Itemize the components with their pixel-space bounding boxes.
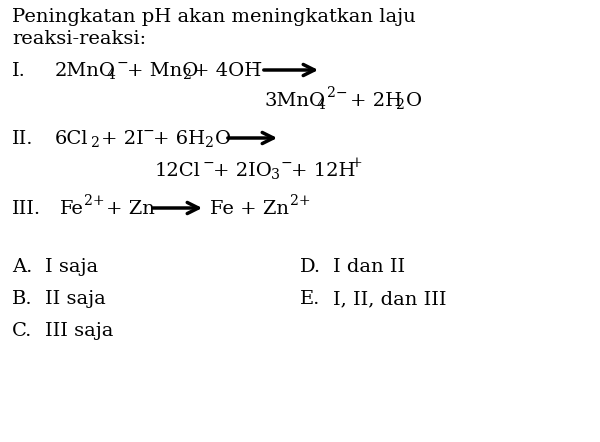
Text: 2+: 2+: [290, 194, 311, 208]
Text: III saja: III saja: [45, 322, 113, 340]
Text: Fe: Fe: [60, 200, 84, 218]
Text: + 2IO: + 2IO: [213, 162, 272, 180]
Text: + 6H: + 6H: [153, 130, 205, 148]
Text: 2: 2: [183, 68, 192, 82]
Text: + 4OH: + 4OH: [193, 62, 261, 80]
Text: −: −: [143, 124, 155, 138]
Text: reaksi-reaksi:: reaksi-reaksi:: [12, 30, 146, 48]
Text: −: −: [117, 56, 129, 70]
Text: 2: 2: [396, 98, 405, 112]
Text: II.: II.: [12, 130, 34, 148]
Text: III.: III.: [12, 200, 41, 218]
Text: Fe + Zn: Fe + Zn: [210, 200, 289, 218]
Text: I, II, dan III: I, II, dan III: [333, 290, 446, 308]
Text: I saja: I saja: [45, 258, 98, 276]
Text: 2MnO: 2MnO: [55, 62, 116, 80]
Text: E.: E.: [300, 290, 320, 308]
Text: 3MnO: 3MnO: [265, 92, 326, 110]
Text: + MnO: + MnO: [127, 62, 199, 80]
Text: 12Cl: 12Cl: [155, 162, 201, 180]
Text: −: −: [251, 56, 263, 70]
Text: Peningkatan pH akan meningkatkan laju: Peningkatan pH akan meningkatkan laju: [12, 8, 416, 26]
Text: 2: 2: [205, 136, 214, 150]
Text: D.: D.: [300, 258, 321, 276]
Text: I dan II: I dan II: [333, 258, 405, 276]
Text: 4: 4: [317, 98, 326, 112]
Text: A.: A.: [12, 258, 32, 276]
Text: 3: 3: [271, 168, 280, 182]
Text: 2−: 2−: [327, 86, 347, 100]
Text: I.: I.: [12, 62, 26, 80]
Text: C.: C.: [12, 322, 32, 340]
Text: −: −: [281, 156, 293, 170]
Text: −: −: [203, 156, 215, 170]
Text: II saja: II saja: [45, 290, 106, 308]
Text: +: +: [351, 156, 363, 170]
Text: + 2H: + 2H: [350, 92, 402, 110]
Text: B.: B.: [12, 290, 32, 308]
Text: 2+: 2+: [84, 194, 104, 208]
Text: + Zn: + Zn: [106, 200, 155, 218]
Text: + 2I: + 2I: [101, 130, 144, 148]
Text: 4: 4: [107, 68, 116, 82]
Text: + 12H: + 12H: [291, 162, 355, 180]
Text: O: O: [215, 130, 231, 148]
Text: 2: 2: [91, 136, 100, 150]
Text: O: O: [406, 92, 422, 110]
Text: 6Cl: 6Cl: [55, 130, 89, 148]
